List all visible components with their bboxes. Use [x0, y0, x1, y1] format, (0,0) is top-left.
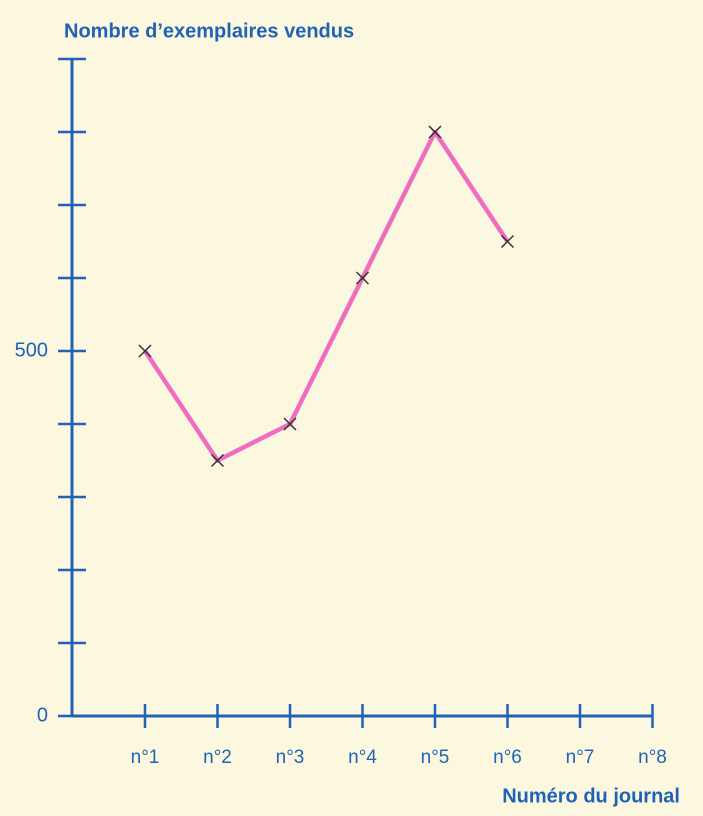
marker	[428, 125, 442, 139]
x-tick-label: n°2	[203, 747, 232, 768]
marker	[355, 271, 370, 285]
y-tick-label: 500	[15, 339, 48, 361]
x-axis-label: Numéro du journal	[502, 785, 680, 807]
line	[143, 129, 510, 463]
x-tick-label: n°1	[131, 747, 160, 768]
x-tick-label: n°6	[493, 747, 522, 768]
x-tick-label: n°3	[276, 747, 305, 768]
x-tick-label: n°5	[421, 747, 450, 768]
x-tick-label: n°4	[348, 747, 377, 768]
marker	[138, 344, 152, 358]
y-tick-label: 0	[37, 704, 48, 726]
x-tick-label: n°7	[566, 747, 595, 768]
x-tick-label: n°8	[638, 747, 667, 768]
marker	[283, 417, 297, 431]
chart-title: Nombre d’exemplaires vendus	[64, 20, 354, 42]
marker	[500, 234, 515, 249]
marker	[210, 453, 225, 468]
